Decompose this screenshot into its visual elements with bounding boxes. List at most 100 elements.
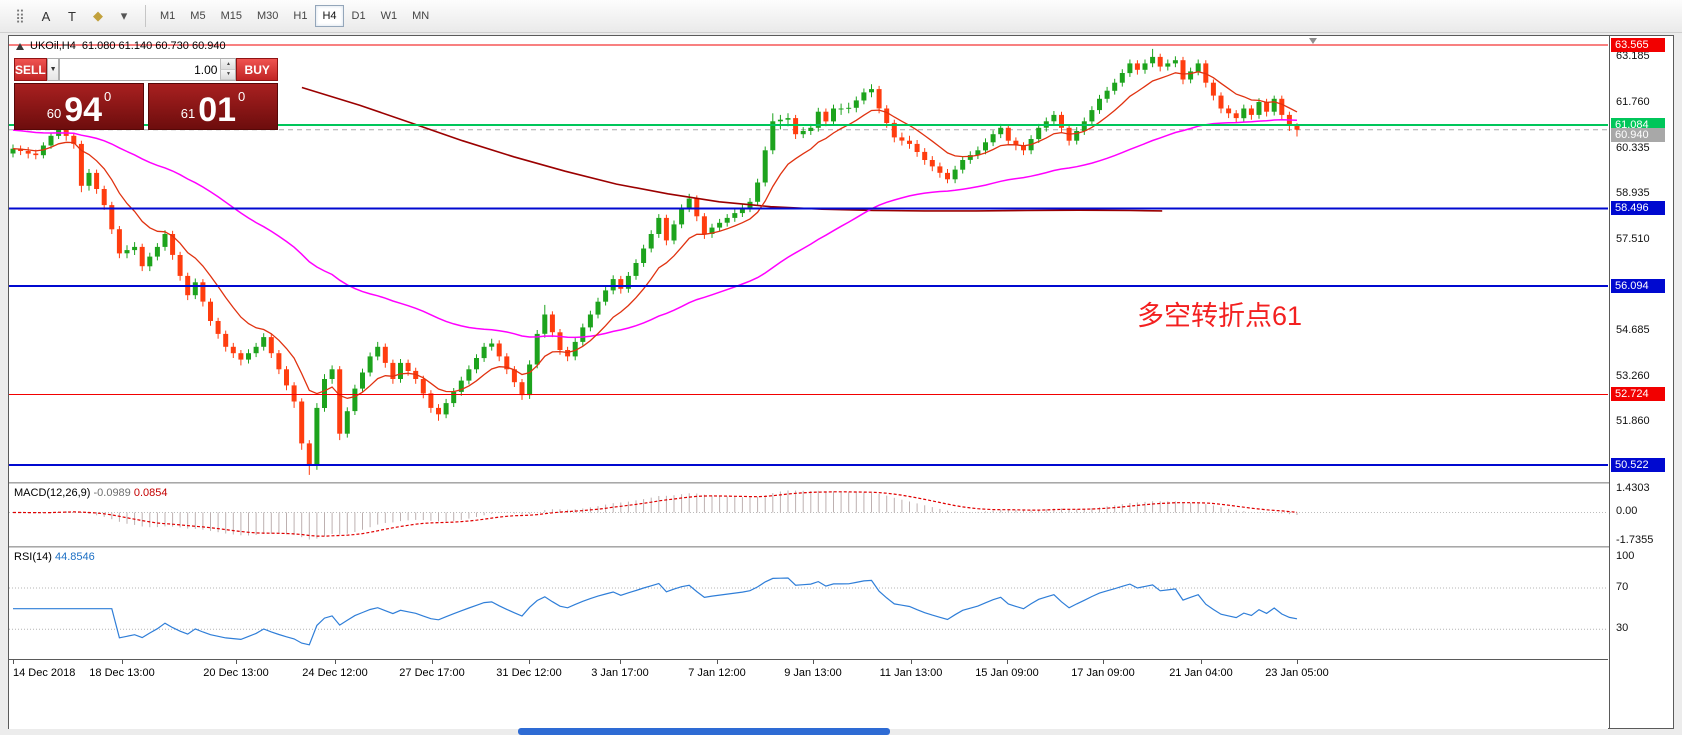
macd-pane[interactable]: MACD(12,26,9) -0.0989 0.0854 [9, 484, 1608, 546]
price-axis[interactable]: 1.4303 0.00 -1.7355 100 70 30 63.185 61.7… [1609, 36, 1673, 728]
price-axis-tick: 51.860 [1616, 415, 1650, 427]
shapes-dropdown-caret[interactable]: ▾ [120, 8, 128, 23]
rsi-value: 44.8546 [54, 551, 95, 563]
time-axis-tick [1103, 660, 1104, 664]
time-axis-label: 15 Jan 09:00 [975, 667, 1039, 679]
time-axis-label: 20 Dec 13:00 [203, 667, 269, 679]
pane-divider[interactable] [9, 546, 1673, 548]
chart-info: UKOil,H4 61.080 61.140 60.730 60.940 [16, 40, 226, 52]
shapes-icon[interactable]: ◆ [93, 8, 103, 23]
chevron-down-icon: ▼ [49, 66, 57, 73]
price-level-badge: 58.496 [1611, 201, 1665, 215]
price-axis-tick: 57.510 [1616, 233, 1650, 245]
time-axis-tick [1297, 660, 1298, 664]
chart-shift-marker [1309, 38, 1317, 44]
order-type-dropdown[interactable]: ▼ [46, 58, 60, 81]
indicators-grid-icon[interactable]: ⣿ [15, 8, 25, 23]
volume-increase-button[interactable]: ▲ [220, 59, 236, 70]
time-axis-label: 11 Jan 13:00 [879, 667, 943, 679]
rsi-axis-30: 30 [1616, 622, 1629, 634]
macd-plot[interactable] [9, 484, 1608, 546]
time-axis-tick [236, 660, 237, 664]
time-axis-label: 23 Jan 05:00 [1265, 667, 1329, 679]
sell-button[interactable]: SELL [14, 58, 47, 81]
macd-signal-value: 0.0854 [133, 487, 168, 499]
volume-stepper: ▲ ▼ [220, 59, 236, 80]
text-label-icon[interactable]: A [41, 8, 51, 24]
toolbar: ⣿ A T ◆ ▾ M1 M5 M15 M30 H1 H4 D1 W1 MN [0, 0, 1682, 33]
macd-axis-zero: 0.00 [1616, 505, 1638, 517]
time-axis-tick [529, 660, 530, 664]
rsi-name: RSI(14) [14, 551, 52, 563]
time-axis-label: 21 Jan 04:00 [1169, 667, 1233, 679]
time-axis-label: 27 Dec 17:00 [399, 667, 465, 679]
price-axis-tick: 61.760 [1616, 96, 1650, 108]
chart-annotation-text: 多空转折点61 [1137, 301, 1303, 331]
one-click-trading-panel: SELL ▼ ▲ ▼ BUY 60 94 0 [14, 58, 278, 130]
time-axis-tick [911, 660, 912, 664]
chart-window: UKOil,H4 61.080 61.140 60.730 60.940 SEL… [8, 35, 1674, 729]
sell-price-panel[interactable]: 60 94 0 [14, 83, 144, 130]
candlestick-chart[interactable] [9, 36, 1608, 482]
time-axis-tick [335, 660, 336, 664]
price-level-badge: 50.522 [1611, 458, 1665, 472]
timeframe-button-w1[interactable]: W1 [380, 10, 398, 22]
timeframe-button-mn[interactable]: MN [412, 10, 430, 22]
time-axis[interactable]: 14 Dec 2018 18 Dec 13:00 20 Dec 13:00 24 De… [9, 659, 1608, 729]
timeframe-button-h4[interactable]: H4 [315, 5, 344, 27]
time-axis-tick [1007, 660, 1008, 664]
text-frame-icon[interactable]: T [68, 8, 76, 24]
timeframe-button-d1[interactable]: D1 [351, 10, 366, 22]
time-axis-label: 18 Dec 13:00 [89, 667, 155, 679]
time-axis-tick [1201, 660, 1202, 664]
time-axis-label: 9 Jan 13:00 [784, 667, 842, 679]
volume-field-wrap: ▲ ▼ [59, 58, 237, 81]
rsi-axis-70: 70 [1616, 581, 1629, 593]
ask-pip-digit: 0 [238, 89, 246, 104]
time-axis-tick [620, 660, 621, 664]
price-level-badge: 63.565 [1611, 38, 1665, 52]
time-axis-label: 7 Jan 12:00 [688, 667, 746, 679]
pane-divider[interactable] [9, 482, 1673, 484]
time-axis-label: 24 Dec 12:00 [302, 667, 368, 679]
rsi-pane[interactable]: RSI(14) 44.8546 [9, 548, 1608, 659]
buy-button[interactable]: BUY [236, 58, 278, 81]
price-chart-pane[interactable]: UKOil,H4 61.080 61.140 60.730 60.940 SEL… [9, 36, 1608, 482]
time-axis-tick [122, 660, 123, 664]
rsi-plot[interactable] [9, 548, 1608, 659]
timeframe-button-h1[interactable]: H1 [293, 10, 308, 22]
time-axis-label: 31 Dec 12:00 [496, 667, 562, 679]
volume-input[interactable] [60, 59, 236, 80]
time-axis-label: 17 Jan 09:00 [1071, 667, 1135, 679]
macd-axis-min: -1.7355 [1616, 534, 1654, 546]
price-axis-tick: 54.685 [1616, 324, 1650, 336]
time-axis-tick [813, 660, 814, 664]
price-level-badge: 60.940 [1611, 128, 1665, 142]
price-axis-tick: 53.260 [1616, 370, 1650, 382]
timeframe-button-m1[interactable]: M1 [160, 10, 176, 22]
price-level-badge: 56.094 [1611, 279, 1665, 293]
rsi-axis-100: 100 [1616, 550, 1635, 562]
chart-ohlc-values: 61.080 61.140 60.730 60.940 [81, 40, 226, 52]
macd-main-value: -0.0989 [93, 487, 131, 499]
ask-prefix-digits: 61 [180, 106, 196, 121]
price-axis-tick: 60.335 [1616, 142, 1650, 154]
bid-prefix-digits: 60 [46, 106, 62, 121]
time-axis-tick [13, 660, 14, 664]
timeframe-button-m15[interactable]: M15 [220, 10, 242, 22]
chart-symbol-icon [16, 42, 24, 50]
macd-name: MACD(12,26,9) [14, 487, 91, 499]
buy-price-panel[interactable]: 61 01 0 [148, 83, 278, 130]
timeframe-button-m30[interactable]: M30 [256, 10, 279, 22]
timeframe-buttons-group: M1 M5 M15 M30 H1 H4 D1 W1 MN [153, 5, 437, 27]
bid-pip-digit: 0 [104, 89, 112, 104]
time-axis-label: 3 Jan 17:00 [591, 667, 649, 679]
ask-big-digits: 01 [198, 91, 237, 130]
macd-axis-max: 1.4303 [1616, 482, 1650, 494]
timeframe-button-m5[interactable]: M5 [190, 10, 206, 22]
drawing-tools-group: ⣿ A T ◆ ▾ [8, 4, 138, 28]
time-axis-tick [432, 660, 433, 664]
bottom-accent-bar [518, 728, 890, 735]
time-axis-tick [717, 660, 718, 664]
volume-decrease-button[interactable]: ▼ [220, 69, 236, 80]
